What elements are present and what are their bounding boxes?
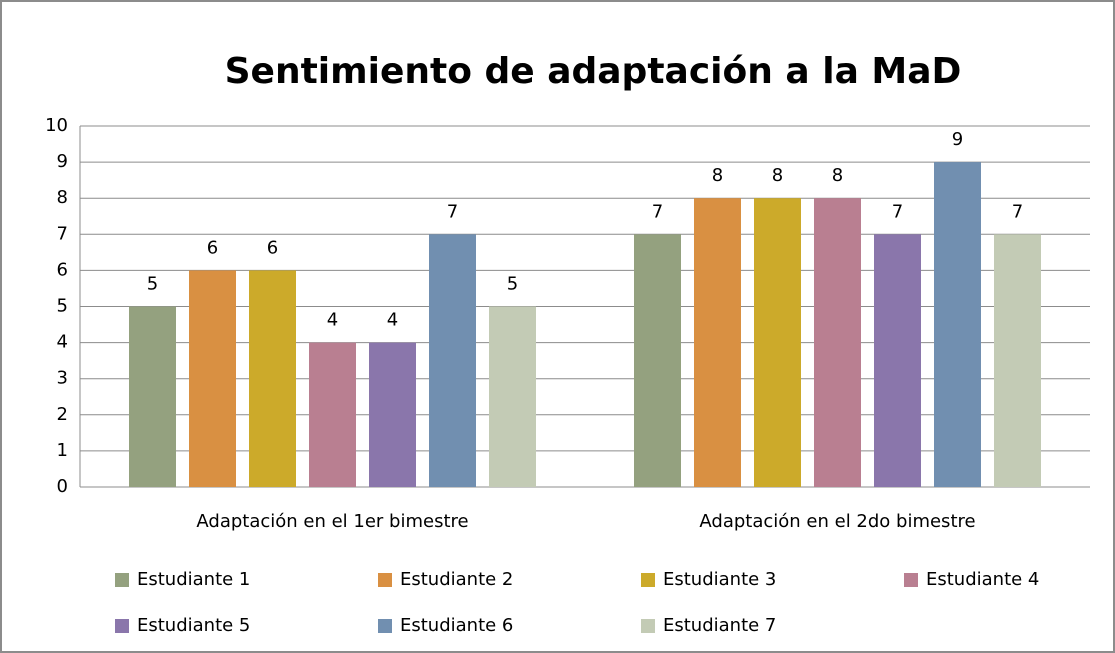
- bar: [489, 306, 536, 487]
- legend-label: Estudiante 3: [663, 569, 776, 590]
- bar: [129, 306, 176, 487]
- y-tick-label: 6: [57, 259, 68, 280]
- bar: [694, 198, 741, 487]
- legend-swatch: [641, 573, 655, 587]
- y-tick-label: 9: [57, 151, 68, 172]
- legend-swatch: [904, 573, 918, 587]
- legend-label: Estudiante 6: [400, 615, 513, 636]
- data-label: 7: [447, 201, 458, 222]
- bar: [189, 270, 236, 487]
- legend-label: Estudiante 7: [663, 615, 776, 636]
- data-label: 5: [507, 274, 518, 295]
- bar: [429, 234, 476, 487]
- bar: [814, 198, 861, 487]
- legend-swatch: [115, 573, 129, 587]
- y-tick-label: 0: [57, 476, 68, 497]
- data-label: 7: [1012, 201, 1023, 222]
- data-label: 7: [652, 201, 663, 222]
- bar: [634, 234, 681, 487]
- data-label: 9: [952, 129, 963, 150]
- legend-label: Estudiante 2: [400, 569, 513, 590]
- bar: [309, 342, 356, 487]
- legend-swatch: [378, 619, 392, 633]
- bar: [754, 198, 801, 487]
- y-tick-label: 8: [57, 187, 68, 208]
- x-tick-label: Adaptación en el 2do bimestre: [699, 511, 975, 532]
- data-label: 8: [712, 165, 723, 186]
- data-label: 8: [772, 165, 783, 186]
- legend-swatch: [378, 573, 392, 587]
- bar: [994, 234, 1041, 487]
- data-label: 5: [147, 274, 158, 295]
- bar: [874, 234, 921, 487]
- x-tick-label: Adaptación en el 1er bimestre: [196, 511, 468, 532]
- legend-label: Estudiante 4: [926, 569, 1039, 590]
- bar: [369, 342, 416, 487]
- bar: [934, 162, 981, 487]
- y-tick-label: 1: [57, 440, 68, 461]
- data-label: 7: [892, 201, 903, 222]
- legend-swatch: [641, 619, 655, 633]
- data-label: 4: [327, 310, 338, 331]
- data-label: 6: [267, 237, 278, 258]
- data-label: 6: [207, 237, 218, 258]
- y-tick-label: 10: [45, 115, 68, 136]
- bar: [249, 270, 296, 487]
- chart-title: Sentimiento de adaptación a la MaD: [225, 51, 962, 92]
- legend-label: Estudiante 5: [137, 615, 250, 636]
- y-tick-label: 4: [57, 332, 68, 353]
- legend-label: Estudiante 1: [137, 569, 250, 590]
- y-tick-label: 5: [57, 296, 68, 317]
- data-label: 4: [387, 310, 398, 331]
- legend-swatch: [115, 619, 129, 633]
- y-tick-label: 3: [57, 368, 68, 389]
- y-tick-label: 7: [57, 223, 68, 244]
- data-label: 8: [832, 165, 843, 186]
- y-tick-label: 2: [57, 404, 68, 425]
